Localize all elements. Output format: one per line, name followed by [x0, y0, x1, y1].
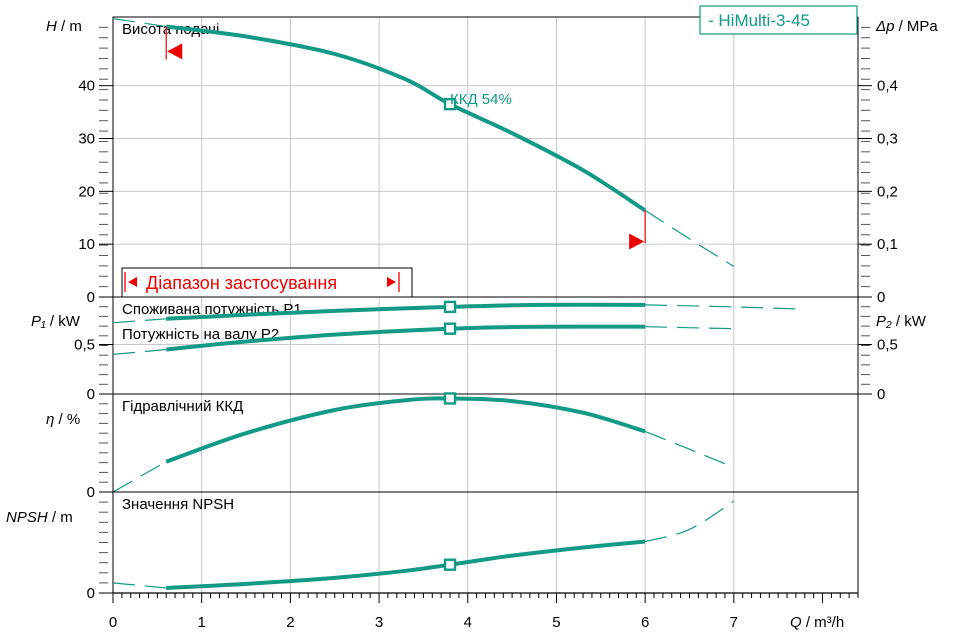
eta-duty-point-marker	[443, 392, 457, 405]
head-right-tick-label-2: 0,2	[877, 183, 898, 200]
head-right-axis-label: Δp / MPa	[875, 18, 938, 35]
eta-dashed-end	[644, 430, 735, 468]
x-tick-label-3: 3	[375, 614, 383, 631]
npsh-y-axis-label: NPSH / m	[6, 509, 73, 526]
range-marker-arrow-0	[167, 43, 183, 60]
eta-dashed-start	[112, 461, 167, 493]
x-tick-label-2: 2	[286, 614, 294, 631]
eff-panel-title: Гідравлічний ККД	[122, 398, 243, 415]
x-axis-label: Q / m³/h	[790, 614, 844, 631]
head-panel-title: Висота подачі	[122, 21, 219, 38]
eff-y-tick-label-0: 0	[87, 484, 95, 501]
x-tick-label-7: 7	[730, 614, 738, 631]
P1-curve	[166, 302, 646, 321]
x-tick-label-5: 5	[552, 614, 560, 631]
x-tick-label-1: 1	[198, 614, 206, 631]
npsh-duty-point-marker	[443, 558, 457, 571]
head-right-tick-label-1: 0,1	[877, 236, 898, 253]
P2-curve	[165, 324, 646, 352]
P1-duty-point-marker	[443, 300, 457, 314]
power-right-axis-label: P₂ / kW	[876, 313, 927, 330]
eta-curve	[165, 396, 646, 464]
P2-duty-point-marker	[443, 322, 457, 335]
head-y-tick-label-3: 30	[78, 131, 95, 148]
npsh-y-tick-label-0: 0	[87, 585, 95, 602]
power-panel-subtitle: Потужність на валу P2	[122, 326, 279, 343]
operating-range-label: Діапазон застосування	[146, 273, 337, 293]
efficiency-annotation: ККД 54%	[450, 91, 512, 108]
x-tick-label-0: 0	[109, 614, 117, 631]
operating-range-right-arrow	[387, 277, 396, 287]
x-tick-label-4: 4	[464, 614, 472, 631]
H-duty-point-marker	[443, 97, 457, 111]
x-tick-label-6: 6	[641, 614, 649, 631]
legend-label: - HiMulti-3-45	[708, 11, 810, 30]
range-marker-arrow-1	[629, 233, 645, 250]
power-right-tick-label-0: 0	[877, 386, 885, 403]
npsh-dashed-start	[112, 582, 167, 589]
head-right-tick-label-3: 0,3	[877, 131, 898, 148]
legend-box	[699, 5, 858, 35]
npsh-curve	[166, 539, 646, 590]
head-y-tick-label-4: 40	[78, 78, 95, 95]
operating-range-left-arrow	[128, 277, 137, 287]
head-y-tick-label-1: 10	[78, 236, 95, 253]
npsh-panel-title: Значення NPSH	[122, 496, 234, 513]
H-curve	[165, 24, 647, 213]
power-y-tick-label-0: 0	[87, 386, 95, 403]
H-dashed-start	[112, 18, 167, 28]
power-y-axis-label: P₁ / kW	[31, 313, 81, 330]
power-y-tick-label-1: 0,5	[74, 337, 95, 354]
P1-dashed-start	[112, 318, 167, 324]
npsh-dashed-end	[644, 500, 735, 543]
H-dashed-end	[644, 209, 735, 267]
P2-dashed-end	[645, 326, 734, 330]
head-y-axis-label: H / m	[46, 18, 82, 35]
head-y-tick-label-0: 0	[87, 289, 95, 306]
head-right-tick-label-0: 0	[877, 289, 885, 306]
head-panel-frame	[112, 16, 859, 298]
P1-dashed-end	[645, 304, 796, 310]
head-y-tick-label-2: 20	[78, 183, 95, 200]
head-right-tick-label-4: 0,4	[877, 78, 898, 95]
P2-dashed-start	[112, 348, 167, 355]
power-right-tick-label-1: 0,5	[877, 337, 898, 354]
eff-y-axis-label: η / %	[46, 411, 80, 428]
